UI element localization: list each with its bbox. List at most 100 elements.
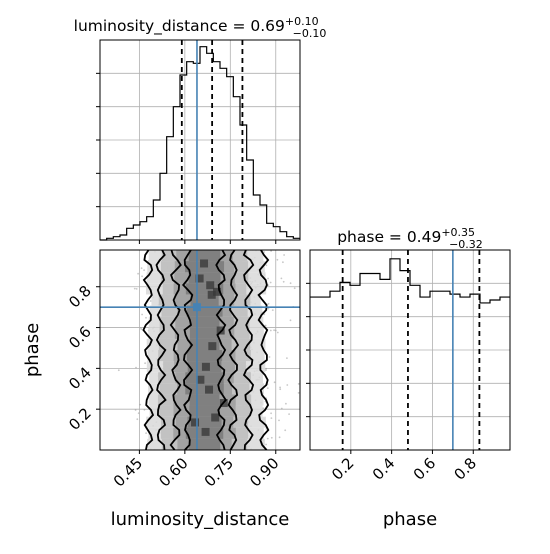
joint-scatter-point	[268, 356, 271, 358]
joint-scatter-point	[137, 412, 140, 415]
joint-density-cell	[187, 416, 222, 428]
joint-xtick-label: 0.90	[246, 454, 282, 490]
joint-scatter-point	[97, 328, 99, 330]
joint-scatter-point	[265, 443, 267, 446]
joint-scatter-point	[265, 367, 267, 370]
joint-density-cell	[189, 338, 220, 350]
hist-phase-title: phase = 0.49+0.35 −0.32	[337, 226, 483, 251]
joint-scatter-point	[285, 402, 287, 405]
hist-phase-xtick-label: 0.6	[410, 454, 440, 484]
joint-scatter-point	[286, 357, 288, 359]
joint-scatter-point	[270, 412, 272, 415]
joint-ytick-label: 0.2	[65, 404, 95, 434]
joint-density-cell	[185, 283, 224, 295]
joint-scatter-point	[135, 288, 138, 290]
hist-phase-steps	[310, 258, 510, 304]
joint-dense-cell	[191, 418, 200, 427]
joint-ytick-label: 0.4	[65, 363, 95, 393]
joint-scatter-point	[267, 302, 270, 305]
joint-scatter-point	[267, 307, 270, 310]
joint-dense-cell	[201, 362, 210, 371]
joint-ytick-label: 0.6	[65, 323, 95, 353]
joint-contour-line	[142, 250, 155, 450]
joint-dense-cell	[211, 413, 220, 422]
hist-phase-title-main: phase = 0.49	[337, 228, 441, 246]
hist-luminosity-title-main: luminosity_distance = 0.69	[74, 17, 285, 36]
joint-scatter-point	[270, 250, 272, 252]
joint-scatter-point	[276, 258, 279, 261]
y-axis-label-phase: phase	[22, 323, 43, 377]
joint-contour-line	[227, 250, 240, 450]
joint-scatter-point	[289, 282, 292, 285]
joint-dense-cell	[208, 342, 217, 351]
joint-contour-line	[169, 250, 182, 450]
joint-scatter-point	[282, 280, 285, 283]
joint-scatter-point	[141, 275, 144, 278]
joint-dense-cell	[216, 326, 225, 335]
joint-scatter-point	[263, 313, 266, 316]
joint-scatter-point	[278, 419, 280, 422]
joint-scatter-point	[279, 388, 282, 391]
hist-luminosity-title-plus: +0.10	[285, 15, 319, 28]
joint-scatter-point	[297, 383, 300, 385]
joint-density-cell	[189, 394, 220, 406]
joint-scatter-point	[135, 366, 137, 369]
hist-phase-xtick-label: 0.4	[369, 454, 399, 484]
joint-scatter-point	[278, 436, 281, 439]
joint-scatter-point	[304, 411, 306, 413]
joint-density-cell	[185, 372, 224, 384]
hist-phase-title-plus: +0.35	[441, 226, 475, 239]
hist-luminosity-title: luminosity_distance = 0.69+0.10 −0.10	[74, 15, 327, 40]
joint-scatter-point	[117, 369, 120, 372]
joint-scatter-point	[280, 277, 283, 280]
joint-scatter-point	[145, 316, 147, 319]
joint-contour-line	[181, 250, 194, 450]
joint-dense-cell	[207, 290, 216, 299]
joint-scatter-point	[273, 329, 275, 332]
joint-scatter-point	[297, 392, 300, 394]
joint-scatter-point	[270, 436, 273, 439]
joint-contour-line	[257, 250, 270, 450]
joint-density-cell	[188, 438, 221, 450]
joint-scatter-point	[140, 267, 143, 270]
joint-scatter-point	[276, 331, 279, 334]
joint-contour-line	[242, 250, 255, 450]
joint-scatter-point	[263, 251, 266, 253]
joint-scatter-point	[279, 386, 281, 389]
joint-scatter-point	[264, 324, 267, 327]
joint-scatter-point	[265, 264, 268, 267]
hist-luminosity-panel	[96, 39, 301, 244]
joint-xtick-label: 0.45	[110, 454, 146, 490]
joint-dense-cell	[196, 375, 205, 384]
hist-phase-xtick-label: 0.8	[450, 454, 480, 484]
hist-phase-xtick-label: 0.2	[328, 454, 358, 484]
joint-density-cell	[186, 350, 223, 362]
joint-dense-cell	[213, 287, 222, 296]
joint-scatter-point	[134, 409, 137, 411]
joint-frame	[99, 249, 301, 451]
joint-scatter-point	[273, 381, 276, 384]
joint-scatter-point	[283, 254, 285, 256]
joint-scatter-point	[271, 309, 274, 311]
joint-density-cell	[190, 294, 219, 306]
joint-scatter-point	[265, 369, 267, 371]
joint-scatter-point	[266, 387, 269, 389]
hist-phase-title-minus: −0.32	[449, 238, 483, 251]
x-axis-label-luminosity: luminosity_distance	[111, 509, 290, 530]
joint-scatter-point	[133, 287, 136, 290]
hist-luminosity-steps	[100, 46, 300, 241]
hist-luminosity-title-minus: −0.10	[293, 27, 327, 40]
joint-truth-marker	[192, 303, 201, 312]
joint-density-cell	[188, 250, 221, 262]
joint-xtick-label: 0.75	[201, 454, 237, 490]
hist-phase-panel	[306, 249, 511, 454]
joint-scatter-point	[267, 277, 269, 280]
joint-density-cell	[185, 383, 224, 395]
joint-scatter-point	[136, 418, 139, 421]
joint-dense-cell	[206, 281, 215, 290]
joint-ytick-label: 0.8	[65, 282, 95, 312]
joint-scatter-point	[139, 403, 142, 406]
joint-scatter-point	[269, 329, 272, 332]
joint-scatter-point	[149, 300, 152, 302]
